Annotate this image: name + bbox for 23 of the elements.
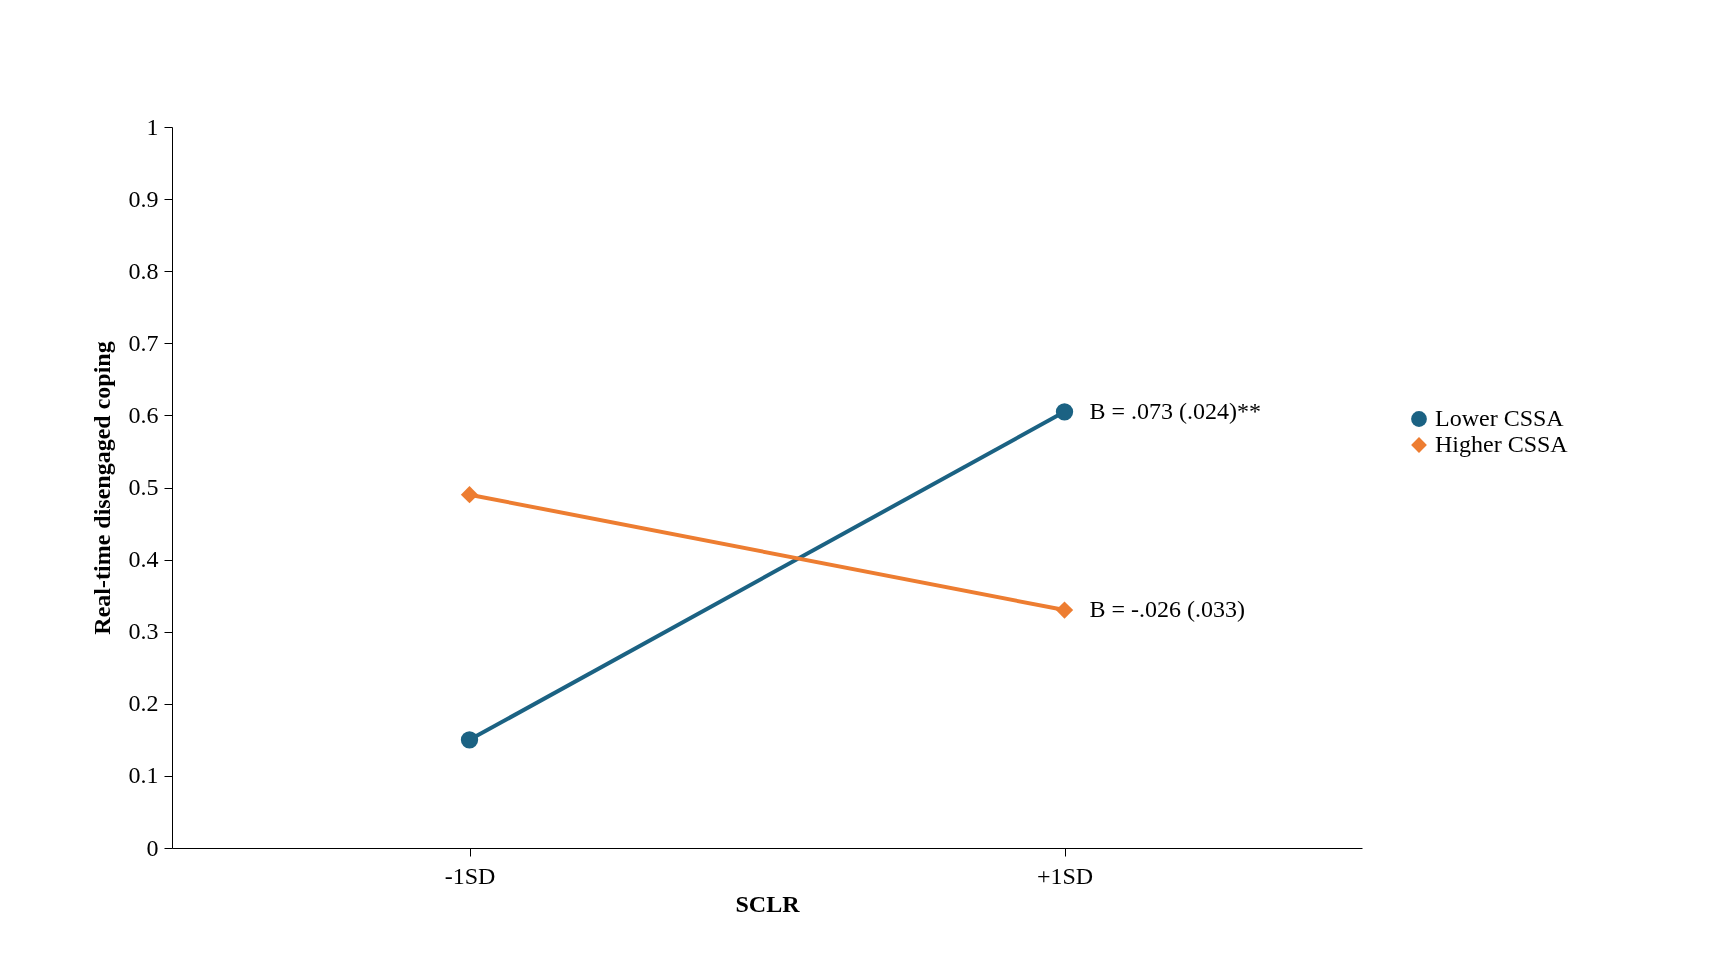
x-axis-title: SCLR: [735, 890, 801, 917]
y-tick-label: 0.1: [128, 762, 159, 789]
y-tick-label: 0.3: [128, 618, 159, 645]
y-tick-label: 0.8: [128, 257, 159, 284]
x-tick-label: +1SD: [1036, 862, 1094, 889]
annotation: B = -.026 (.033): [1089, 596, 1246, 623]
y-tick-label: 1: [146, 113, 159, 140]
y-tick-label: 0.2: [128, 690, 159, 717]
y-tick-label: 0.7: [128, 329, 159, 356]
y-axis-title: Real-time disengaged coping: [88, 341, 115, 635]
legend-label: Higher CSSA: [1435, 431, 1569, 457]
annotation: B = .073 (.024)**: [1089, 397, 1262, 424]
y-tick-label: 0.9: [128, 185, 159, 212]
y-tick-label: 0.6: [128, 401, 159, 428]
y-tick-label: 0.5: [128, 474, 159, 500]
legend-label: Lower CSSA: [1435, 405, 1565, 431]
x-tick-label: -1SD: [444, 862, 496, 889]
point: [1055, 403, 1074, 421]
point: [460, 486, 479, 504]
point: [460, 731, 479, 749]
y-tick-label: 0: [146, 834, 159, 861]
y-tick-label: 0.4: [128, 546, 159, 573]
point: [1055, 601, 1074, 619]
